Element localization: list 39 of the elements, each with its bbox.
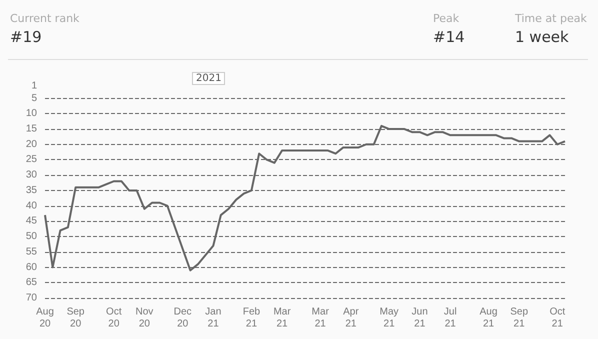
- y-tick-label: 1: [31, 80, 38, 92]
- text: #19: [10, 28, 42, 46]
- x-tick-label: Sep 21: [510, 306, 528, 330]
- y-tick-label: 35: [26, 184, 38, 196]
- y-tick-label: 45: [26, 216, 38, 227]
- x-tick-label: Nov 20: [136, 306, 154, 330]
- y-tick-label: 60: [26, 262, 38, 273]
- y-tick-label: 40: [26, 200, 38, 212]
- x-tick-label: Oct 21: [550, 306, 566, 330]
- x-tick-label: Apr 21: [343, 306, 360, 330]
- x-tick-label: Jun 21: [412, 306, 428, 330]
- text: 2021: [192, 72, 226, 85]
- y-tick-label: 30: [26, 170, 38, 181]
- text: #14: [433, 28, 465, 46]
- x-tick-label: Jul 21: [444, 306, 457, 330]
- y-tick-label: 10: [26, 108, 38, 120]
- x-tick-label: Aug 21: [480, 306, 498, 330]
- text: 1 week: [515, 28, 569, 46]
- x-tick-label: Feb 21: [242, 306, 261, 330]
- y-tick-label: 65: [26, 277, 38, 288]
- y-tick-label: 20: [26, 138, 38, 150]
- x-tick-label: Aug 20: [36, 306, 54, 330]
- text: Peak: [433, 12, 460, 25]
- x-tick-label: Sep 20: [66, 306, 85, 330]
- x-tick-label: Oct 20: [106, 306, 122, 330]
- text: Current rank: [10, 12, 80, 25]
- x-tick-label: May 21: [380, 306, 399, 330]
- y-tick-label: 50: [26, 231, 38, 242]
- x-tick-label: Jan 21: [205, 306, 222, 330]
- x-tick-label: Mar 21: [273, 306, 292, 330]
- x-tick-label: Dec 20: [174, 306, 192, 330]
- y-tick-label: 55: [26, 246, 38, 258]
- text: Time at peak: [515, 12, 587, 25]
- y-tick-label: 5: [31, 92, 38, 104]
- x-tick-label: Mar 21: [312, 306, 330, 330]
- y-tick-label: 70: [26, 292, 38, 304]
- y-tick-label: 15: [26, 124, 38, 135]
- y-tick-label: 25: [26, 154, 38, 166]
- line-series: [44, 124, 566, 272]
